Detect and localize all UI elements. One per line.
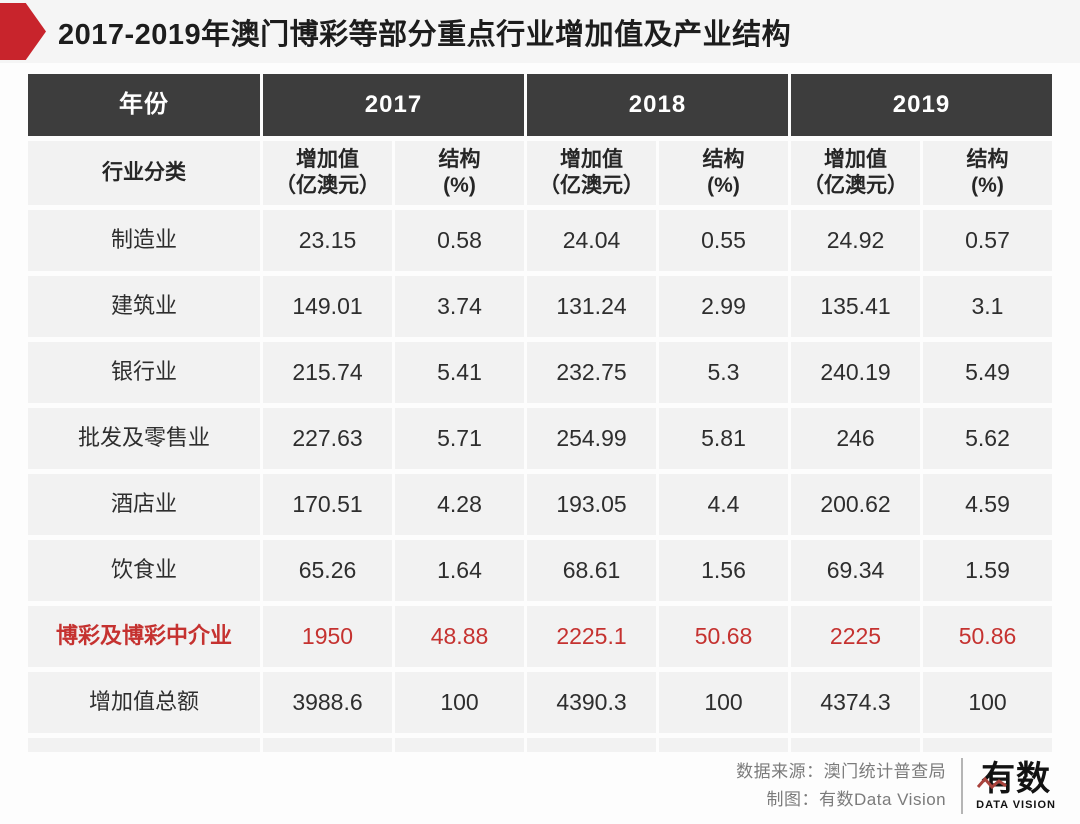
subheader-value-line1: 增加值 <box>296 148 359 171</box>
table-cell: 215.74 <box>263 342 392 403</box>
table-cell: 149.01 <box>263 276 392 337</box>
data-table: 年份 2017 2018 2019 行业分类 增加值 （亿澳元） 结构 (%) … <box>28 74 1052 752</box>
table-cell: 3.74 <box>395 276 524 337</box>
table-cell: 0.57 <box>923 210 1052 271</box>
logo-wordmark: 有数 <box>976 761 1056 797</box>
subheader-share-2019: 结构 (%) <box>923 141 1052 205</box>
data-source-label: 数据来源：澳门统计普查局 <box>736 762 947 781</box>
table-bottom-strip-cell <box>527 738 656 752</box>
row-label: 增加值总额 <box>28 672 260 733</box>
subheader-value-2018: 增加值 （亿澳元） <box>527 141 656 205</box>
table-bottom-strip-cell <box>923 738 1052 752</box>
table-cell: 200.62 <box>791 474 920 535</box>
table-cell-highlighted: 1950 <box>263 606 392 667</box>
table-cell: 131.24 <box>527 276 656 337</box>
table-cell: 0.55 <box>659 210 788 271</box>
row-label-highlighted: 博彩及博彩中介业 <box>28 606 260 667</box>
table-cell: 1.64 <box>395 540 524 601</box>
logo-subtext: DATA VISION <box>976 799 1056 811</box>
footer-divider <box>961 758 964 814</box>
year-2019-header-cell: 2019 <box>791 74 1052 136</box>
table-bottom-strip-cell <box>791 738 920 752</box>
table-cell: 4.59 <box>923 474 1052 535</box>
subheader-value-line2: （亿澳元） <box>275 174 380 197</box>
table-cell: 5.3 <box>659 342 788 403</box>
table-bottom-strip-cell <box>263 738 392 752</box>
table-cell-highlighted: 2225 <box>791 606 920 667</box>
table-cell-highlighted: 2225.1 <box>527 606 656 667</box>
table-bottom-strip-cell <box>659 738 788 752</box>
page-title: 2017-2019年澳门博彩等部分重点行业增加值及产业结构 <box>58 18 792 51</box>
subheader-share-2018: 结构 (%) <box>659 141 788 205</box>
year-header-cell: 年份 <box>28 74 260 136</box>
subheader-share-line2: (%) <box>443 174 476 197</box>
subheader-value-line1: 增加值 <box>560 148 623 171</box>
table-cell: 135.41 <box>791 276 920 337</box>
table-cell: 4390.3 <box>527 672 656 733</box>
table-cell: 3988.6 <box>263 672 392 733</box>
table-cell: 240.19 <box>791 342 920 403</box>
subheader-share-line1: 结构 <box>702 148 745 171</box>
table-cell: 1.59 <box>923 540 1052 601</box>
subheader-share-line1: 结构 <box>438 148 481 171</box>
row-label: 制造业 <box>28 210 260 271</box>
table-cell: 100 <box>395 672 524 733</box>
table-cell: 4374.3 <box>791 672 920 733</box>
row-label: 银行业 <box>28 342 260 403</box>
table-cell-highlighted: 48.88 <box>395 606 524 667</box>
row-label: 酒店业 <box>28 474 260 535</box>
table-cell-highlighted: 50.68 <box>659 606 788 667</box>
table-cell: 65.26 <box>263 540 392 601</box>
subheader-value-2019: 增加值 （亿澳元） <box>791 141 920 205</box>
table-cell: 69.34 <box>791 540 920 601</box>
table-cell: 2.99 <box>659 276 788 337</box>
table-cell: 4.28 <box>395 474 524 535</box>
subheader-share-2017: 结构 (%) <box>395 141 524 205</box>
credit-label: 制图：有数Data Vision <box>766 790 947 809</box>
category-header-cell: 行业分类 <box>28 141 260 205</box>
table-cell: 24.92 <box>791 210 920 271</box>
table-cell: 5.71 <box>395 408 524 469</box>
table-cell: 232.75 <box>527 342 656 403</box>
subheader-share-line2: (%) <box>707 174 740 197</box>
year-2018-header-cell: 2018 <box>527 74 788 136</box>
table-bottom-strip-cell <box>395 738 524 752</box>
table-cell-highlighted: 50.86 <box>923 606 1052 667</box>
table-cell: 24.04 <box>527 210 656 271</box>
year-2017-header-cell: 2017 <box>263 74 524 136</box>
subheader-share-line1: 结构 <box>966 148 1009 171</box>
footer: 数据来源：澳门统计普查局 制图：有数Data Vision 有数 DATA VI… <box>736 758 1056 814</box>
source-block: 数据来源：澳门统计普查局 制图：有数Data Vision <box>736 758 946 814</box>
table-cell: 23.15 <box>263 210 392 271</box>
table-cell: 3.1 <box>923 276 1052 337</box>
table-bottom-strip-cell <box>28 738 260 752</box>
table-cell: 193.05 <box>527 474 656 535</box>
subheader-share-line2: (%) <box>971 174 1004 197</box>
table-cell: 227.63 <box>263 408 392 469</box>
table-cell: 4.4 <box>659 474 788 535</box>
table-cell: 5.41 <box>395 342 524 403</box>
table-cell: 254.99 <box>527 408 656 469</box>
row-label: 建筑业 <box>28 276 260 337</box>
table-cell: 68.61 <box>527 540 656 601</box>
title-bar: 2017-2019年澳门博彩等部分重点行业增加值及产业结构 <box>0 0 1080 63</box>
table-cell: 246 <box>791 408 920 469</box>
table-cell: 100 <box>659 672 788 733</box>
table-cell: 5.49 <box>923 342 1052 403</box>
table-cell: 100 <box>923 672 1052 733</box>
logo-characters: 有数 <box>981 760 1052 798</box>
subheader-value-2017: 增加值 （亿澳元） <box>263 141 392 205</box>
row-label: 饮食业 <box>28 540 260 601</box>
table-cell: 170.51 <box>263 474 392 535</box>
subheader-value-line2: （亿澳元） <box>803 174 908 197</box>
row-label: 批发及零售业 <box>28 408 260 469</box>
subheader-value-line2: （亿澳元） <box>539 174 644 197</box>
subheader-value-line1: 增加值 <box>824 148 887 171</box>
table-cell: 0.58 <box>395 210 524 271</box>
table-cell: 1.56 <box>659 540 788 601</box>
brand-logo: 有数 DATA VISION <box>976 761 1056 811</box>
table-cell: 5.81 <box>659 408 788 469</box>
table-cell: 5.62 <box>923 408 1052 469</box>
red-ribbon-accent-icon <box>0 3 46 60</box>
